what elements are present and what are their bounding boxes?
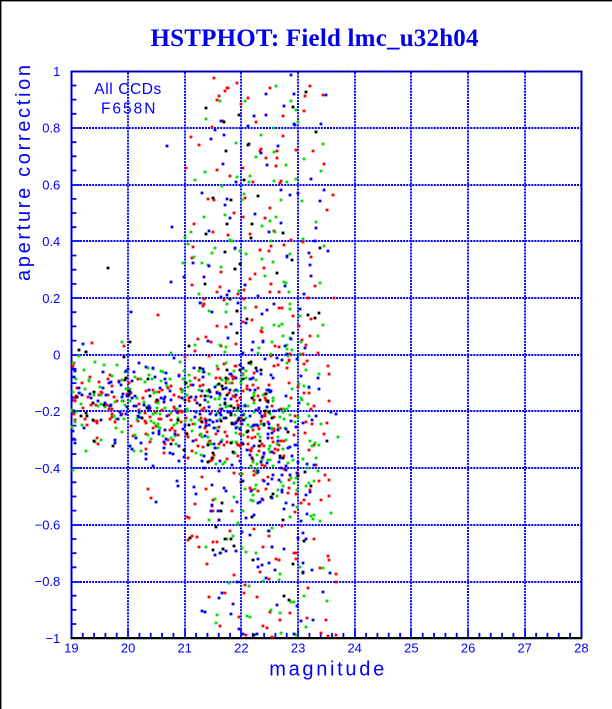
- svg-text:20: 20: [121, 641, 135, 656]
- svg-text:19: 19: [64, 641, 78, 656]
- svg-text:aperture correction: aperture correction: [13, 65, 35, 281]
- svg-text:F658N: F658N: [101, 101, 156, 118]
- svg-text:23: 23: [291, 641, 305, 656]
- svg-text:22: 22: [234, 641, 248, 656]
- svg-text:HSTPHOT: Field lmc_u32h04: HSTPHOT: Field lmc_u32h04: [151, 25, 480, 52]
- svg-text:−1: −1: [45, 631, 60, 646]
- svg-text:21: 21: [177, 641, 191, 656]
- svg-text:1: 1: [53, 64, 60, 79]
- svg-text:27: 27: [517, 641, 531, 656]
- svg-text:−0.8: −0.8: [35, 574, 61, 589]
- svg-text:0.4: 0.4: [42, 234, 60, 249]
- svg-text:0.6: 0.6: [42, 177, 60, 192]
- svg-text:26: 26: [461, 641, 475, 656]
- svg-text:magnitude: magnitude: [269, 659, 384, 681]
- svg-text:−0.2: −0.2: [35, 404, 61, 419]
- svg-text:All CCDs: All CCDs: [94, 81, 161, 98]
- svg-text:−0.6: −0.6: [35, 518, 61, 533]
- svg-text:0.2: 0.2: [42, 291, 60, 306]
- svg-text:0.8: 0.8: [42, 121, 60, 136]
- svg-text:0: 0: [53, 348, 60, 363]
- svg-text:25: 25: [404, 641, 418, 656]
- svg-text:−0.4: −0.4: [35, 461, 61, 476]
- svg-text:24: 24: [347, 641, 361, 656]
- svg-text:28: 28: [574, 641, 588, 656]
